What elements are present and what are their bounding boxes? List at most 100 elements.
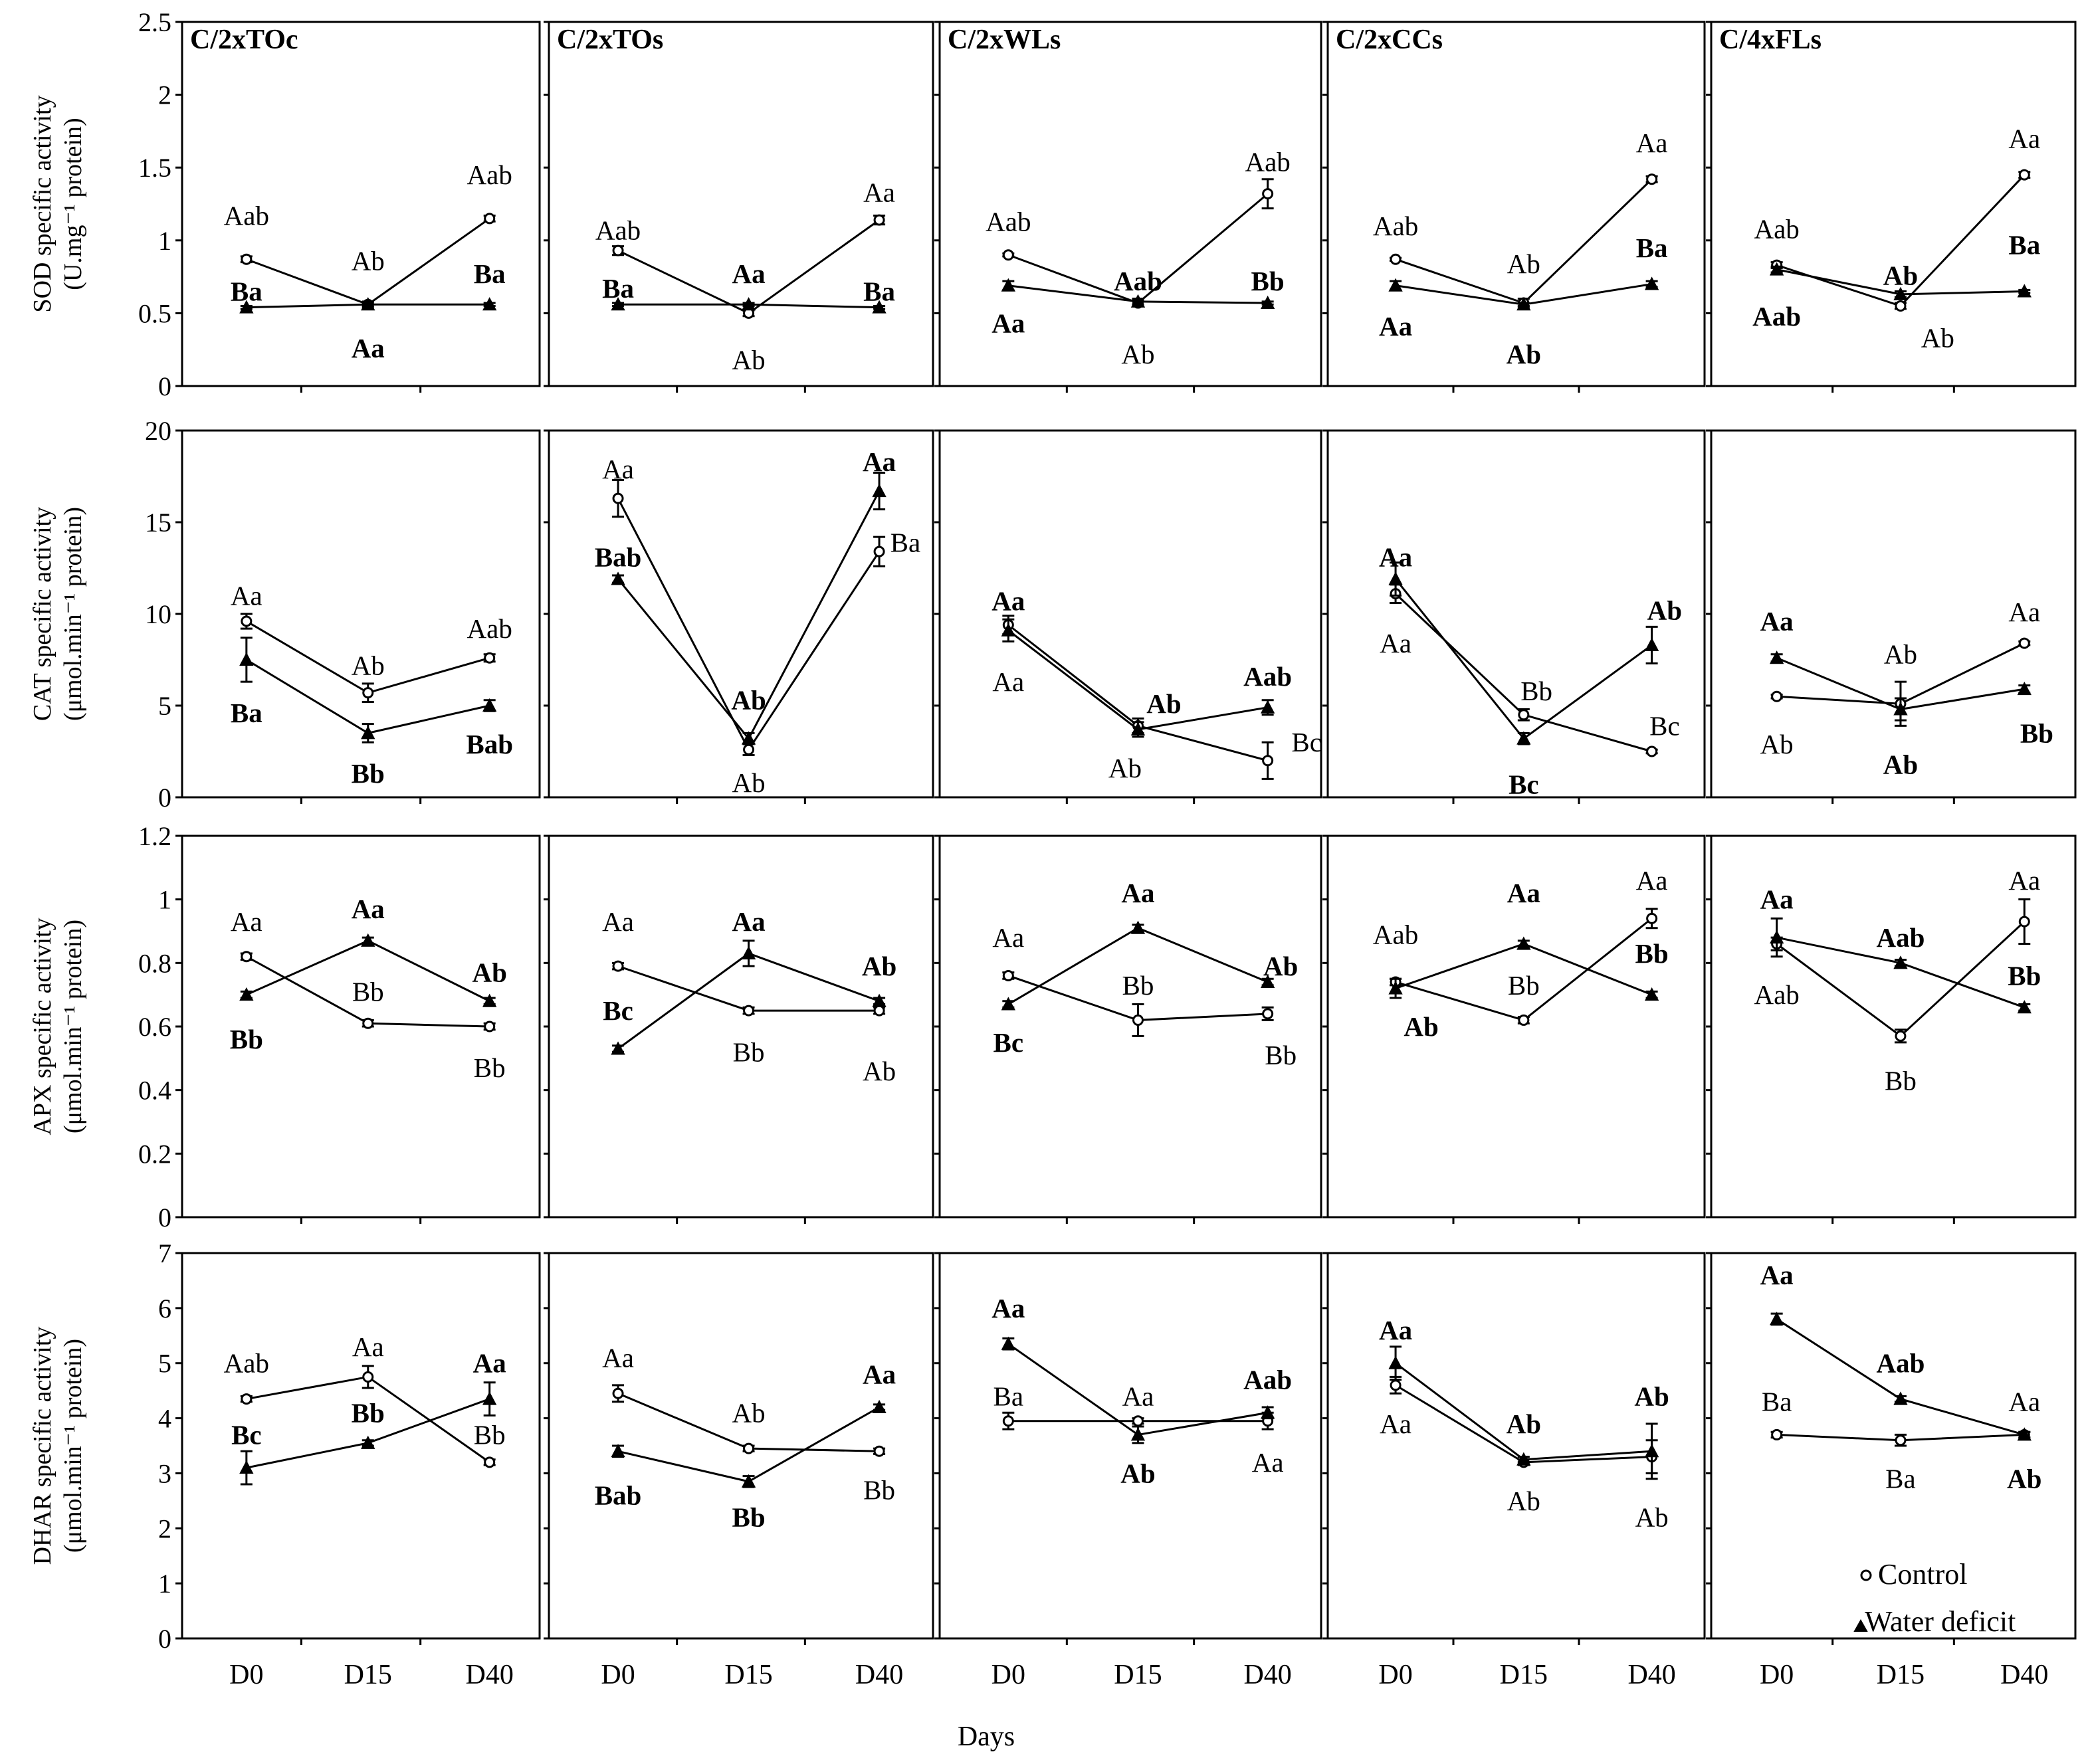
panel-frame: [1710, 21, 2077, 387]
control-point: [743, 743, 755, 755]
significance-label: Aa: [1252, 1447, 1284, 1478]
control-point: [1390, 1379, 1402, 1391]
panel-r1-c0: Aa Ba Ab Bb Aab Bab: [181, 429, 541, 804]
series-line-control: [1007, 624, 1269, 762]
panel-r0-c0: C/2xTOc Aab Ba Ab Aa Aab Ba: [181, 21, 541, 393]
significance-label: Ab: [1507, 1409, 1541, 1439]
significance-label: Aa: [991, 586, 1025, 617]
x-tick-label: D40: [855, 1660, 903, 1690]
control-point: [484, 213, 496, 225]
control-point: [1518, 1014, 1530, 1026]
water-deficit-point: [872, 483, 887, 498]
significance-label: Bab: [595, 541, 642, 572]
significance-label: Ab: [352, 245, 385, 276]
y-axis-title-row-0: SOD specific activity (U.mg⁻¹ protein): [29, 95, 87, 312]
significance-label: Ab: [1760, 729, 1794, 759]
water-deficit-point: [1769, 930, 1784, 944]
y-tick-label: 0.6: [138, 1012, 171, 1042]
significance-label: Bb: [352, 1397, 385, 1428]
panel-frame: [938, 21, 1322, 387]
significance-label: Ab: [472, 957, 506, 988]
water-deficit-point: [1001, 997, 1015, 1011]
panel-title: C/2xWLs: [948, 25, 1061, 55]
water-deficit-point: [611, 297, 625, 311]
significance-label: Ab: [1404, 1011, 1438, 1042]
significance-label: Aa: [602, 1342, 634, 1373]
control-point: [1390, 253, 1402, 265]
water-deficit-point: [1769, 262, 1784, 276]
significance-label: Aa: [1760, 606, 1794, 637]
y-tick-label: 7: [158, 1238, 171, 1268]
legend-water-deficit-label: Water deficit: [1865, 1605, 2016, 1638]
significance-label: Ba: [231, 276, 262, 307]
control-point: [484, 1021, 496, 1032]
significance-label: Aab: [224, 1348, 269, 1379]
water-deficit-point: [239, 1460, 254, 1474]
water-deficit-point: [741, 731, 756, 745]
water-deficit-point: [361, 933, 375, 947]
control-point: [362, 687, 374, 699]
panel-r3-c2: D0 D15 D40 Aa Ba Aa Ab Aab Aa: [934, 1252, 1322, 1690]
control-point: [1132, 1415, 1144, 1427]
x-tick-label: D0: [991, 1660, 1025, 1690]
panel-frame: [181, 1252, 541, 1640]
significance-label: Bc: [603, 995, 633, 1026]
significance-label: Ab: [1884, 639, 1917, 670]
control-point: [612, 245, 624, 256]
y-tick-label: 2: [158, 1514, 171, 1543]
y-tick-label: 0: [158, 371, 171, 401]
control-point: [873, 214, 885, 226]
control-point: [743, 1442, 755, 1454]
control-point: [1262, 1008, 1274, 1020]
water-deficit-point: [1130, 722, 1146, 735]
significance-label: Ab: [1263, 951, 1298, 981]
control-point: [362, 1371, 374, 1383]
water-deficit-point: [611, 1444, 625, 1458]
significance-label: Bc: [993, 1027, 1024, 1058]
panel-frame: [181, 834, 541, 1219]
water-deficit-point: [361, 297, 375, 311]
y-axis-title-line1: CAT specific activity: [29, 507, 56, 721]
significance-label: Aab: [1373, 211, 1418, 241]
water-deficit-point: [239, 652, 254, 666]
y-axis-title-row-2: APX specific activity (μmol.min⁻¹ protein…: [29, 918, 87, 1135]
x-tick-label: D15: [1114, 1660, 1162, 1690]
panel-r2-c4: Aa Aab Aab Bb Aa Bb: [1706, 834, 2077, 1224]
significance-label: Aab: [1373, 919, 1418, 949]
significance-label: Ab: [1507, 248, 1540, 279]
significance-label: Aa: [2008, 597, 2040, 627]
control-point: [1895, 300, 1907, 312]
x-tick-label: D15: [1500, 1660, 1548, 1690]
significance-label: Aa: [1760, 884, 1794, 915]
control-point: [873, 545, 885, 557]
water-deficit-point: [1001, 623, 1015, 637]
water-deficit-point: [1260, 1405, 1275, 1419]
water-deficit-point: [2017, 284, 2032, 298]
significance-label: Aa: [352, 894, 385, 924]
y-axis-title-line2: (μmol.min⁻¹ protein): [59, 1339, 87, 1553]
x-tick-label: D40: [1627, 1660, 1675, 1690]
significance-label: Aab: [1245, 146, 1290, 177]
significance-label: Ab: [863, 1056, 896, 1086]
water-deficit-point: [482, 1391, 497, 1405]
significance-label: Bb: [352, 758, 385, 789]
control-point: [241, 253, 253, 265]
significance-label: Ab: [1635, 1502, 1669, 1533]
significance-label: Bb: [2020, 718, 2053, 748]
control-point: [484, 1456, 496, 1468]
series-line-water-deficit: [1007, 629, 1268, 731]
control-point: [612, 492, 624, 504]
significance-label: Bb: [1885, 1065, 1917, 1096]
series-line-water-deficit: [617, 952, 880, 1050]
water-deficit-point: [1001, 1336, 1015, 1350]
significance-label: Ba: [1885, 1464, 1916, 1494]
y-tick-label: 2.5: [138, 7, 171, 37]
significance-label: Ab: [732, 1397, 766, 1428]
significance-label: Ab: [731, 685, 766, 716]
significance-label: Aab: [1754, 213, 1799, 244]
panel-r3-c1: D0 D15 D40 Aa Bab Ab Bb Aa Bb: [544, 1252, 934, 1690]
significance-label: Aa: [1380, 1409, 1411, 1439]
significance-label: Bc: [1509, 769, 1539, 800]
significance-label: Bb: [1122, 970, 1154, 1001]
